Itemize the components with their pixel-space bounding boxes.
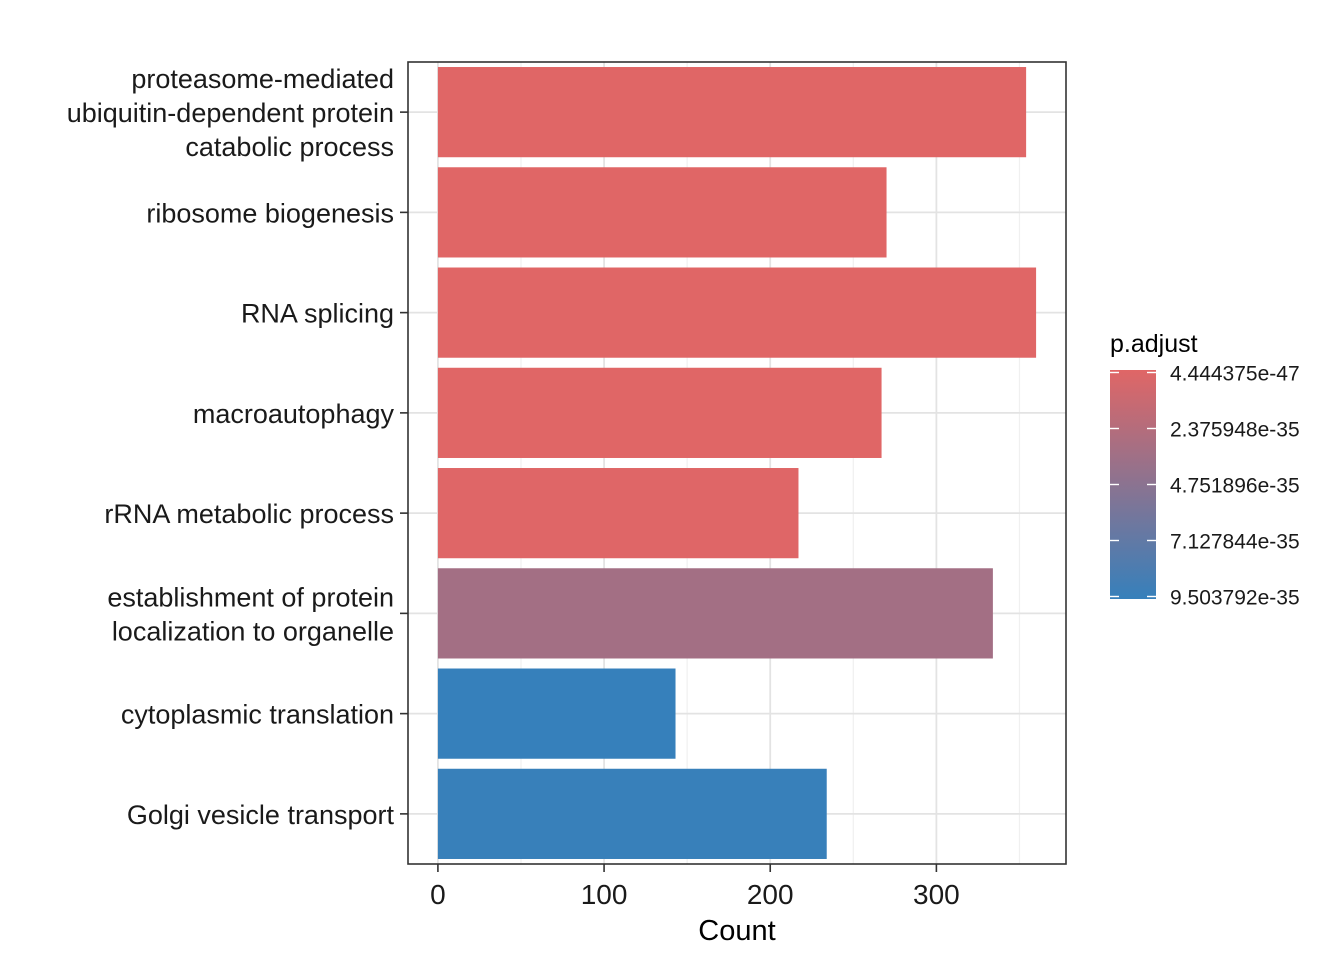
x-tick-label: 300 [913, 879, 960, 910]
category-label: proteasome-mediated ubiquitin-dependent p… [67, 64, 394, 162]
x-tick-label: 200 [747, 879, 794, 910]
bar [437, 468, 799, 559]
legend-title: p.adjust [1110, 330, 1198, 358]
bar [437, 668, 676, 759]
legend: p.adjust 4.444375e-47 2.375948e-35 4.75189… [1110, 330, 1300, 610]
bar [437, 367, 882, 458]
x-tick-label: 0 [430, 879, 446, 910]
legend-label: 4.444375e-47 [1170, 363, 1300, 386]
category-labels: proteasome-mediated ubiquitin-dependent p… [67, 64, 395, 830]
bar [437, 768, 827, 859]
plot-panel-border [407, 61, 1067, 865]
x-axis-title: Count [698, 915, 775, 947]
legend-label: 4.751896e-35 [1170, 475, 1300, 498]
category-label: cytoplasmic translation [121, 700, 394, 730]
bars [437, 67, 1037, 859]
category-label: ribosome biogenesis [146, 198, 394, 228]
category-label: Golgi vesicle transport [127, 800, 395, 830]
legend-label: 2.375948e-35 [1170, 419, 1300, 442]
bar [437, 167, 887, 258]
legend-label: 7.127844e-35 [1170, 531, 1300, 554]
category-label: establishment of protein localization to … [107, 582, 394, 646]
category-label: rRNA metabolic process [104, 499, 394, 529]
bar [437, 267, 1037, 358]
bar [437, 67, 1027, 158]
category-label: macroautophagy [193, 399, 395, 429]
category-label: RNA splicing [241, 299, 394, 329]
axis-ticks: 0 100 200 300 [400, 111, 960, 910]
legend-label: 9.503792e-35 [1170, 587, 1300, 610]
x-tick-label: 100 [581, 879, 628, 910]
bar [437, 568, 993, 659]
